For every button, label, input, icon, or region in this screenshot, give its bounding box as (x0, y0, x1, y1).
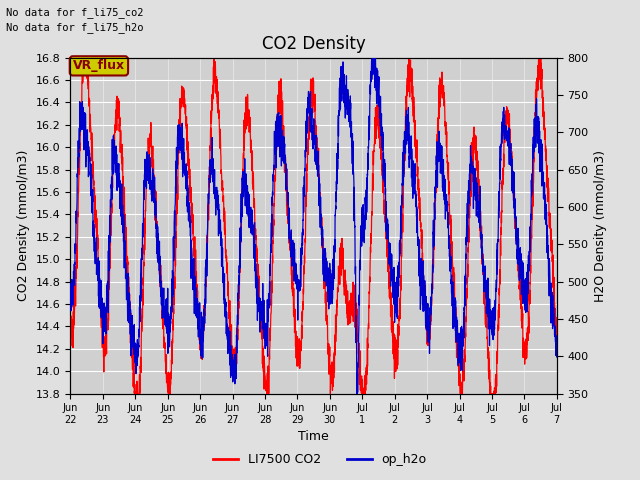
Y-axis label: CO2 Density (mmol/m3): CO2 Density (mmol/m3) (17, 150, 30, 301)
Text: No data for f_li75_co2: No data for f_li75_co2 (6, 7, 144, 18)
Text: VR_flux: VR_flux (73, 60, 125, 72)
X-axis label: Time: Time (298, 431, 329, 444)
Legend: LI7500 CO2, op_h2o: LI7500 CO2, op_h2o (209, 448, 431, 471)
Y-axis label: H2O Density (mmol/m3): H2O Density (mmol/m3) (594, 150, 607, 301)
Text: No data for f_li75_h2o: No data for f_li75_h2o (6, 22, 144, 33)
Title: CO2 Density: CO2 Density (262, 35, 365, 53)
